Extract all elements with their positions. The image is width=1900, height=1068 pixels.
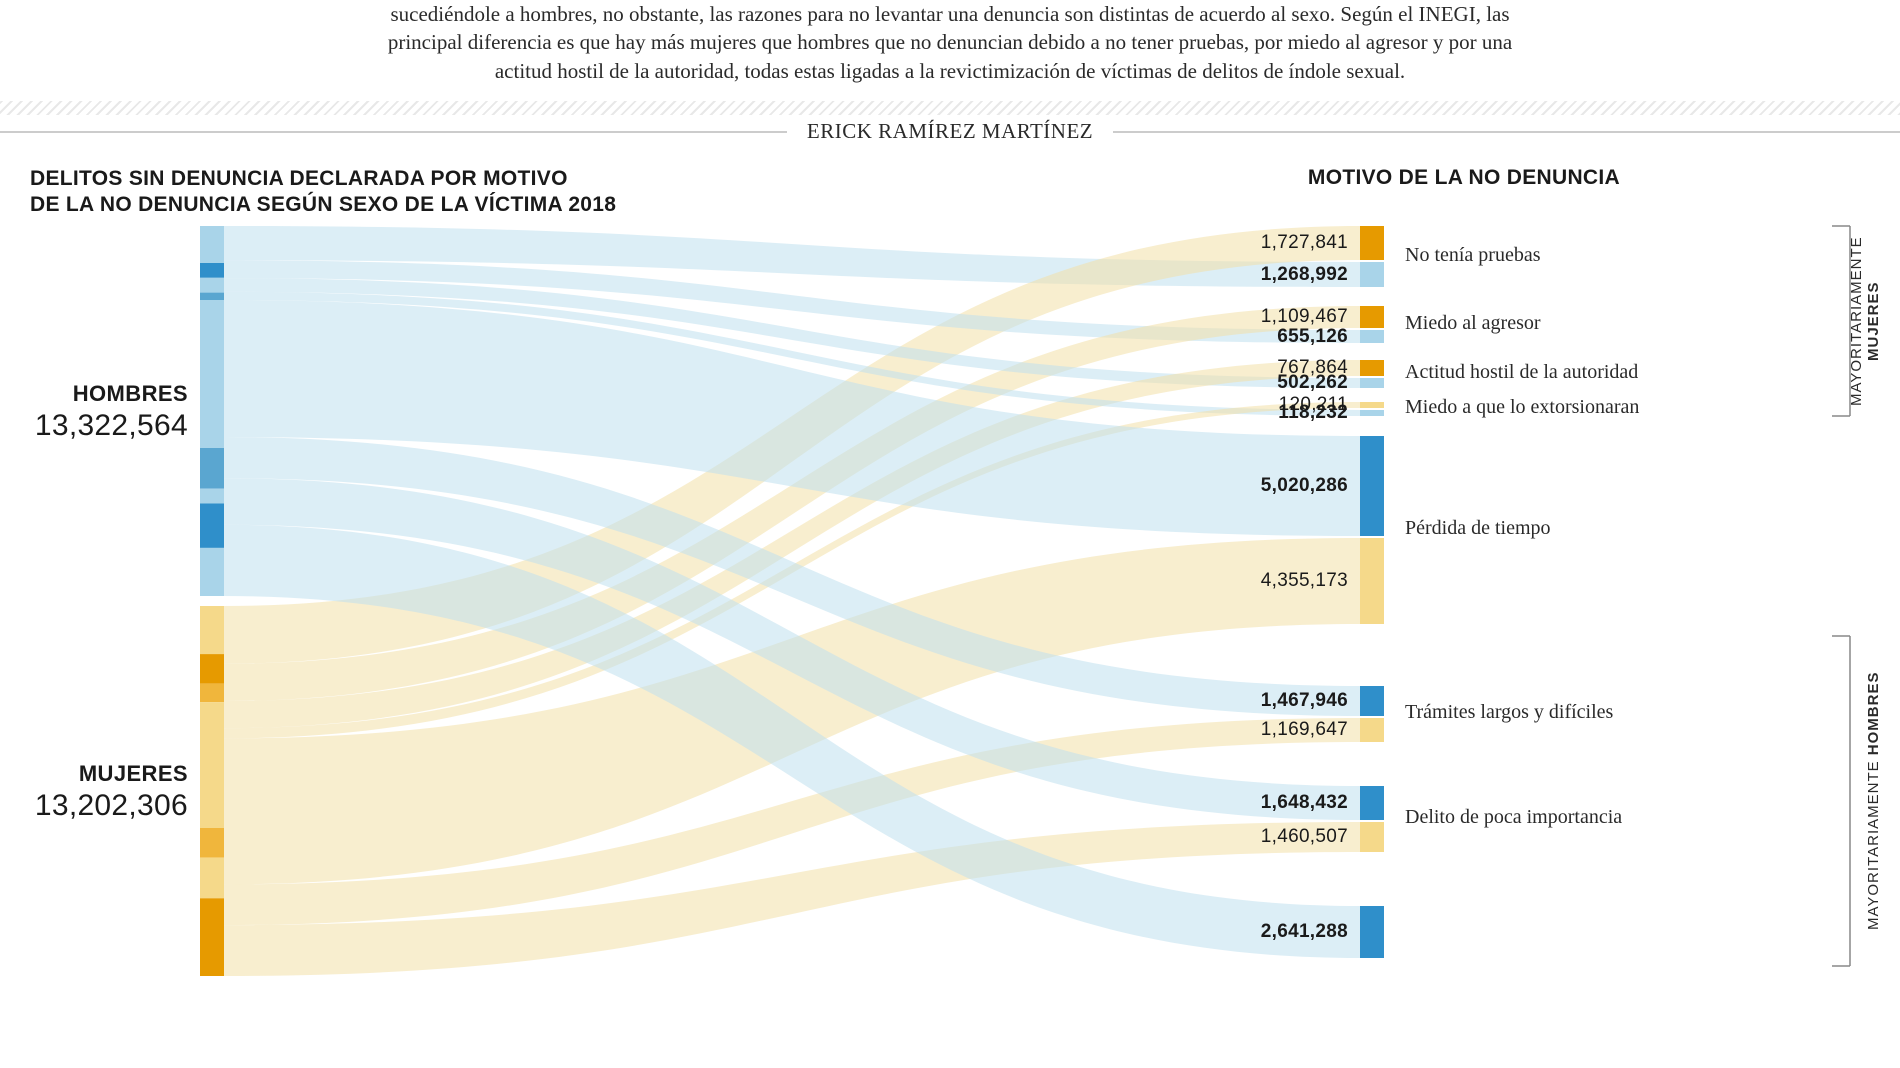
category-poca_imp: Delito de poca importancia xyxy=(1405,806,1622,829)
sankey-svg xyxy=(0,206,1900,1036)
sankey-chart: DELITOS SIN DENUNCIA DECLARADA POR MOTIV… xyxy=(0,166,1900,1036)
value-otro-hombres: 2,641,288 xyxy=(1218,921,1348,943)
value-perdida-hombres: 5,020,286 xyxy=(1218,475,1348,497)
category-actitud: Actitud hostil de la autoridad xyxy=(1405,361,1638,384)
value-actitud-hombres: 502,262 xyxy=(1218,372,1348,394)
value-tramites-mujeres: 1,169,647 xyxy=(1218,719,1348,741)
category-no_pruebas: No tenía pruebas xyxy=(1405,244,1541,267)
value-poca_imp-mujeres: 1,460,507 xyxy=(1218,826,1348,848)
byline-row: ERICK RAMÍREZ MARTÍNEZ xyxy=(0,119,1900,144)
category-extorsion: Miedo a que lo extorsionaran xyxy=(1405,396,1639,419)
value-no_pruebas-hombres: 1,268,992 xyxy=(1218,264,1348,286)
side-group-1: MAYORITARIAMENTE HOMBRES xyxy=(1865,636,1882,966)
chart-title-right: MOTIVO DE LA NO DENUNCIA xyxy=(1308,166,1620,190)
value-poca_imp-hombres: 1,648,432 xyxy=(1218,792,1348,814)
value-no_pruebas-mujeres: 1,727,841 xyxy=(1218,232,1348,254)
category-perdida: Pérdida de tiempo xyxy=(1405,517,1551,540)
source-label-hombres: HOMBRES13,322,564 xyxy=(18,381,188,443)
source-label-mujeres: MUJERES13,202,306 xyxy=(18,761,188,823)
category-miedo_agresor: Miedo al agresor xyxy=(1405,312,1541,335)
intro-paragraph: sucediéndole a hombres, no obstante, las… xyxy=(0,0,1900,101)
category-tramites: Trámites largos y difíciles xyxy=(1405,701,1613,724)
value-extorsion-hombres: 118,232 xyxy=(1218,402,1348,424)
value-tramites-hombres: 1,467,946 xyxy=(1218,690,1348,712)
value-perdida-mujeres: 4,355,173 xyxy=(1218,570,1348,592)
value-miedo_agresor-hombres: 655,126 xyxy=(1218,326,1348,348)
byline-author: ERICK RAMÍREZ MARTÍNEZ xyxy=(807,119,1093,144)
divider-hatched xyxy=(0,101,1900,115)
side-group-0: MAYORITARIAMENTE MUJERES xyxy=(1848,226,1882,416)
